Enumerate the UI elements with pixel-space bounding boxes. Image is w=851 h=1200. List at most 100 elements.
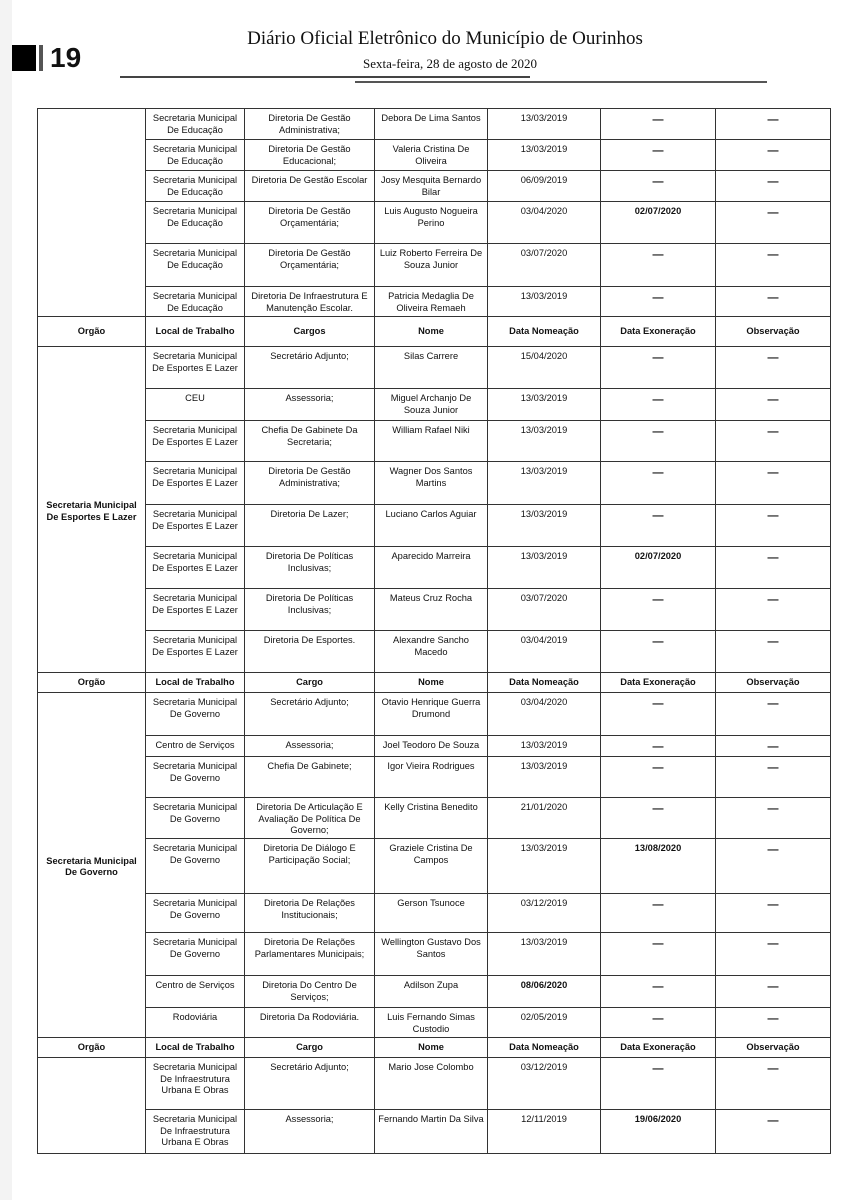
header-local-de-trabalho: Local de Trabalho	[145, 1037, 245, 1058]
orgao-cell	[37, 1057, 146, 1154]
local-de-trabalho-cell: Secretaria Municipal De Infraestrutura U…	[145, 1109, 245, 1154]
table-row: Secretaria Municipal De Governo Chefia De…	[38, 756, 831, 798]
data-exoneracao-cell: —	[600, 139, 716, 171]
data-exoneracao-cell: —	[600, 797, 716, 839]
appointments-table: Secretaria Municipal De Educação Diretori…	[37, 108, 831, 1154]
data-exoneracao-cell: —	[600, 735, 716, 757]
data-nomeacao-cell: 13/03/2019	[487, 735, 601, 757]
table-row: Secretaria Municipal De Esportes E Lazer…	[38, 420, 831, 462]
data-exoneracao-cell: —	[600, 461, 716, 505]
data-nomeacao-cell: 06/09/2019	[487, 170, 601, 202]
observacao-cell: —	[715, 201, 831, 244]
local-de-trabalho-cell: Centro de Serviços	[145, 735, 245, 757]
cargo-cell: Diretoria De Gestão Orçamentária;	[244, 201, 375, 244]
data-nomeacao-cell: 13/03/2019	[487, 461, 601, 505]
table-row: Secretaria Municipal De Educação Diretori…	[38, 201, 831, 244]
nome-cell: Aparecido Marreira	[374, 546, 488, 589]
nome-cell: William Rafael Niki	[374, 420, 488, 462]
observacao-cell: —	[715, 1007, 831, 1038]
nome-cell: Luis Augusto Nogueira Perino	[374, 201, 488, 244]
table-row: Secretaria Municipal De Governo Diretoria…	[38, 797, 831, 839]
page-number: 19	[50, 42, 82, 73]
nome-cell: Luciano Carlos Aguiar	[374, 504, 488, 547]
table-row: Secretaria Municipal De Educação Diretori…	[38, 243, 831, 287]
nome-cell: Mateus Cruz Rocha	[374, 588, 488, 631]
local-de-trabalho-cell: Secretaria Municipal De Infraestrutura U…	[145, 1057, 245, 1110]
data-exoneracao-cell: —	[600, 975, 716, 1008]
data-exoneracao-cell: —	[600, 1057, 716, 1110]
local-de-trabalho-cell: Secretaria Municipal De Esportes E Lazer	[145, 630, 245, 673]
page-marker-bar	[39, 45, 43, 71]
data-nomeacao-cell: 03/04/2020	[487, 692, 601, 736]
cargo-cell: Diretoria De Gestão Administrativa;	[244, 108, 375, 140]
nome-cell: Otavio Henrique Guerra Drumond	[374, 692, 488, 736]
observacao-cell: —	[715, 735, 831, 757]
header-orgao: Orgão	[37, 1037, 146, 1058]
header-orgao: Orgão	[37, 316, 146, 347]
data-nomeacao-cell: 13/03/2019	[487, 932, 601, 976]
nome-cell: Patricia Medaglia De Oliveira Remaeh	[374, 286, 488, 317]
nome-cell: Adilson Zupa	[374, 975, 488, 1008]
data-exoneracao-cell: —	[600, 108, 716, 140]
cargo-cell: Diretoria Do Centro De Serviços;	[244, 975, 375, 1008]
cargo-cell: Assessoria;	[244, 1109, 375, 1154]
header-data-exoneracao: Data Exoneração	[600, 316, 716, 347]
cargo-cell: Diretoria De Gestão Escolar	[244, 170, 375, 202]
observacao-cell: —	[715, 286, 831, 317]
cargo-cell: Secretário Adjunto;	[244, 1057, 375, 1110]
data-nomeacao-cell: 13/03/2019	[487, 388, 601, 421]
cargo-cell: Secretário Adjunto;	[244, 346, 375, 389]
observacao-cell: —	[715, 108, 831, 140]
nome-cell: Valeria Cristina De Oliveira	[374, 139, 488, 171]
observacao-cell: —	[715, 630, 831, 673]
nome-cell: Mario Jose Colombo	[374, 1057, 488, 1110]
table-row: Centro de Serviços Diretoria Do Centro De…	[38, 975, 831, 1008]
cargo-cell: Diretoria De Gestão Orçamentária;	[244, 243, 375, 287]
cargo-cell: Diretoria De Articulação E Avaliação De …	[244, 797, 375, 839]
data-nomeacao-cell: 03/12/2019	[487, 893, 601, 933]
data-exoneracao-cell: —	[600, 243, 716, 287]
local-de-trabalho-cell: Secretaria Municipal De Governo	[145, 692, 245, 736]
nome-cell: Wellington Gustavo Dos Santos	[374, 932, 488, 976]
observacao-cell: —	[715, 1109, 831, 1154]
table-row: Secretaria Municipal De Governo Diretoria…	[38, 932, 831, 976]
local-de-trabalho-cell: Secretaria Municipal De Governo	[145, 756, 245, 798]
observacao-cell: —	[715, 893, 831, 933]
table-header-row: Orgão Local de Trabalho Cargo Nome Data Nome…	[37, 672, 831, 693]
table-row: Secretaria Municipal De Infraestrutura U…	[38, 1109, 831, 1154]
nome-cell: Silas Carrere	[374, 346, 488, 389]
table-row: Secretaria Municipal De Governo Diretoria…	[38, 838, 831, 894]
observacao-cell: —	[715, 461, 831, 505]
table-row: Secretaria Municipal De Educação Diretori…	[38, 286, 831, 317]
header-rule-secondary	[355, 81, 767, 83]
cargo-cell: Diretoria De Relações Institucionais;	[244, 893, 375, 933]
orgao-cell: Secretaria Municipal De Governo	[37, 692, 146, 1038]
data-nomeacao-cell: 13/03/2019	[487, 420, 601, 462]
cargo-cell: Diretoria De Diálogo E Participação Soci…	[244, 838, 375, 894]
header-observacao: Observação	[715, 672, 831, 693]
observacao-cell: —	[715, 243, 831, 287]
nome-cell: Luis Fernando Simas Custodio	[374, 1007, 488, 1038]
data-exoneracao-cell: 02/07/2020	[600, 546, 716, 589]
document-title: Diário Oficial Eletrônico do Município d…	[247, 28, 643, 49]
table-row: Secretaria Municipal De Governo Secretari…	[37, 692, 831, 1038]
nome-cell: Josy Mesquita Bernardo Bilar	[374, 170, 488, 202]
data-exoneracao-cell: —	[600, 630, 716, 673]
observacao-cell: —	[715, 692, 831, 736]
cargo-cell: Chefia De Gabinete;	[244, 756, 375, 798]
table-row: Secretaria Municipal De Infraestrutura U…	[37, 1057, 831, 1154]
nome-cell: Fernando Martin Da Silva	[374, 1109, 488, 1154]
data-exoneracao-cell: —	[600, 420, 716, 462]
observacao-cell: —	[715, 588, 831, 631]
data-exoneracao-cell: —	[600, 286, 716, 317]
cargo-cell: Diretoria De Políticas Inclusivas;	[244, 546, 375, 589]
header-observacao: Observação	[715, 316, 831, 347]
header-data-exoneracao: Data Exoneração	[600, 1037, 716, 1058]
cargo-cell: Chefia De Gabinete Da Secretaria;	[244, 420, 375, 462]
local-de-trabalho-cell: Secretaria Municipal De Governo	[145, 893, 245, 933]
header-observacao: Observação	[715, 1037, 831, 1058]
data-nomeacao-cell: 13/03/2019	[487, 504, 601, 547]
data-nomeacao-cell: 13/03/2019	[487, 756, 601, 798]
nome-cell: Debora De Lima Santos	[374, 108, 488, 140]
header-nome: Nome	[374, 672, 488, 693]
